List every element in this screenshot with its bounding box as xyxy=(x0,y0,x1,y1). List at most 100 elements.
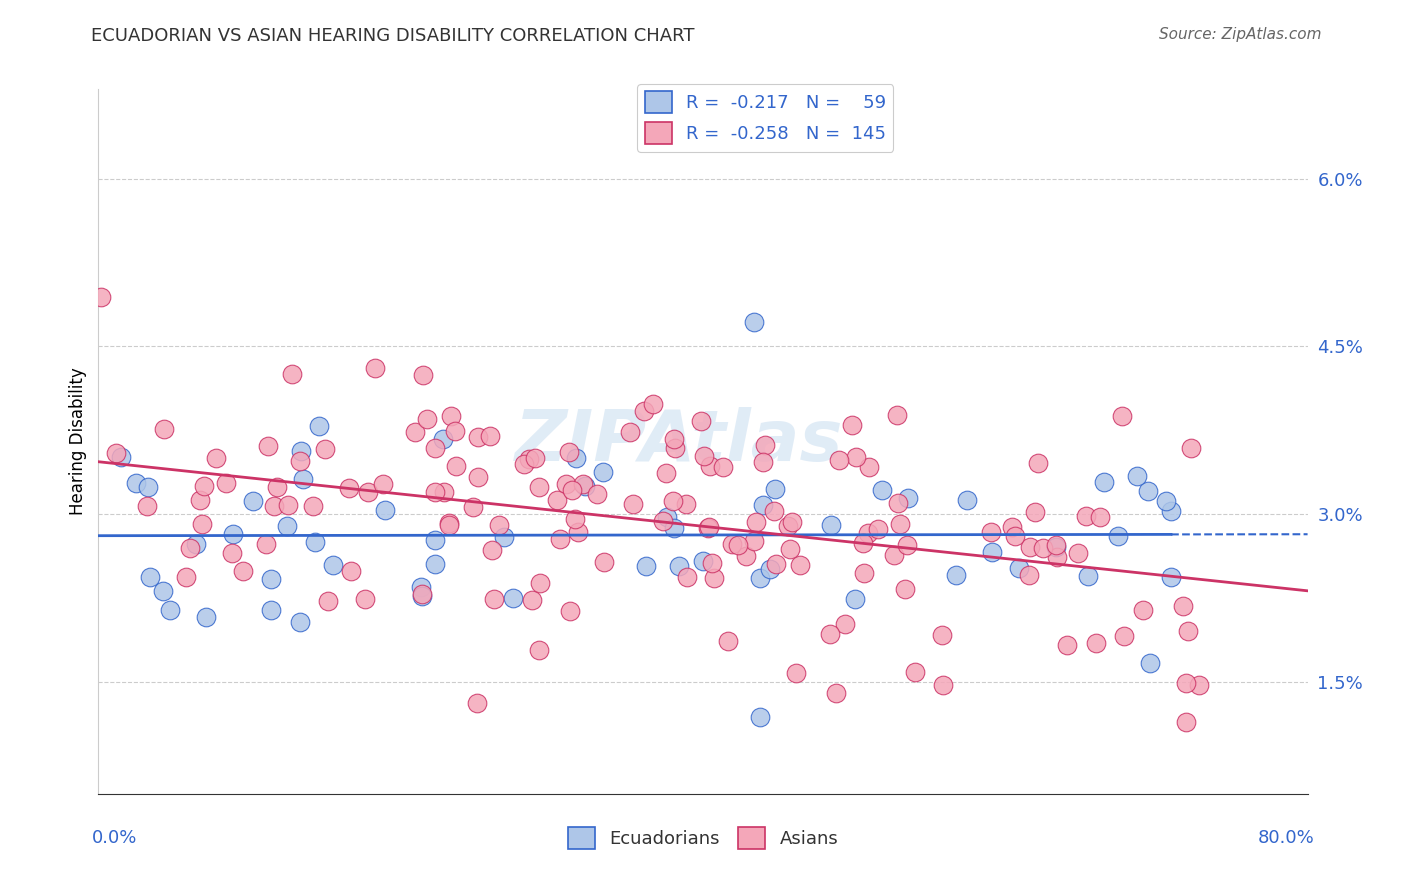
Point xyxy=(1045,549,1067,564)
Point xyxy=(693,449,716,463)
Point xyxy=(852,536,875,550)
Point xyxy=(655,509,678,524)
Point xyxy=(980,525,1002,540)
Point xyxy=(467,430,489,444)
Point xyxy=(423,533,446,548)
Point xyxy=(754,437,776,451)
Point xyxy=(316,594,339,608)
Point xyxy=(1107,528,1129,542)
Point xyxy=(675,497,697,511)
Point xyxy=(564,512,586,526)
Point xyxy=(353,591,375,606)
Point xyxy=(887,496,910,510)
Point xyxy=(411,587,433,601)
Point xyxy=(546,493,568,508)
Point xyxy=(1111,409,1133,423)
Point xyxy=(561,483,583,498)
Point xyxy=(152,584,174,599)
Point xyxy=(179,541,201,555)
Point xyxy=(619,425,641,439)
Point xyxy=(845,450,868,465)
Point xyxy=(856,525,879,540)
Point xyxy=(662,520,685,534)
Point xyxy=(523,450,546,465)
Point xyxy=(779,542,801,557)
Point xyxy=(633,403,655,417)
Point xyxy=(742,314,765,328)
Point xyxy=(818,627,841,641)
Point xyxy=(302,499,325,513)
Point xyxy=(260,603,283,617)
Point xyxy=(263,499,285,513)
Point xyxy=(195,609,218,624)
Point xyxy=(256,439,278,453)
Point xyxy=(558,603,581,617)
Point xyxy=(662,493,685,508)
Point xyxy=(789,558,811,573)
Point xyxy=(745,515,768,529)
Point xyxy=(827,453,849,467)
Point xyxy=(883,548,905,562)
Point xyxy=(374,502,396,516)
Point xyxy=(651,514,673,528)
Point xyxy=(527,643,550,657)
Point xyxy=(1024,505,1046,519)
Point xyxy=(634,558,657,573)
Point xyxy=(1045,538,1067,552)
Point xyxy=(1114,629,1136,643)
Point xyxy=(1177,624,1199,638)
Point xyxy=(752,455,775,469)
Point xyxy=(956,492,979,507)
Point xyxy=(492,530,515,544)
Point xyxy=(232,564,254,578)
Point xyxy=(824,686,846,700)
Point xyxy=(1132,603,1154,617)
Point xyxy=(1056,638,1078,652)
Point xyxy=(276,519,298,533)
Point xyxy=(1019,540,1042,554)
Point xyxy=(90,290,112,304)
Point xyxy=(433,485,456,500)
Point xyxy=(844,591,866,606)
Point xyxy=(932,678,955,692)
Point xyxy=(1066,546,1088,560)
Point xyxy=(1136,484,1159,499)
Point xyxy=(1171,599,1194,613)
Point xyxy=(931,628,953,642)
Point xyxy=(1088,510,1111,524)
Point xyxy=(592,465,614,479)
Point xyxy=(1188,678,1211,692)
Point xyxy=(763,482,786,496)
Point xyxy=(432,432,454,446)
Point xyxy=(820,518,842,533)
Point xyxy=(785,666,807,681)
Point xyxy=(720,537,742,551)
Point xyxy=(744,533,766,548)
Point xyxy=(664,441,686,455)
Point xyxy=(439,516,461,530)
Point xyxy=(655,466,678,480)
Point xyxy=(697,519,720,533)
Point xyxy=(841,418,863,433)
Point xyxy=(308,418,330,433)
Point xyxy=(437,518,460,533)
Point xyxy=(1180,442,1202,456)
Point xyxy=(337,481,360,495)
Point xyxy=(1084,636,1107,650)
Point xyxy=(416,412,439,426)
Point xyxy=(1018,568,1040,582)
Point xyxy=(527,480,550,494)
Point xyxy=(266,480,288,494)
Point xyxy=(692,553,714,567)
Text: ZIPAtlas: ZIPAtlas xyxy=(515,407,844,476)
Point xyxy=(314,442,336,457)
Legend: Ecuadorians, Asians: Ecuadorians, Asians xyxy=(561,820,845,856)
Point xyxy=(221,546,243,560)
Point xyxy=(703,571,725,585)
Point xyxy=(565,450,588,465)
Point xyxy=(364,360,387,375)
Point xyxy=(1139,657,1161,671)
Point xyxy=(585,486,607,500)
Point xyxy=(567,524,589,539)
Point xyxy=(502,591,524,606)
